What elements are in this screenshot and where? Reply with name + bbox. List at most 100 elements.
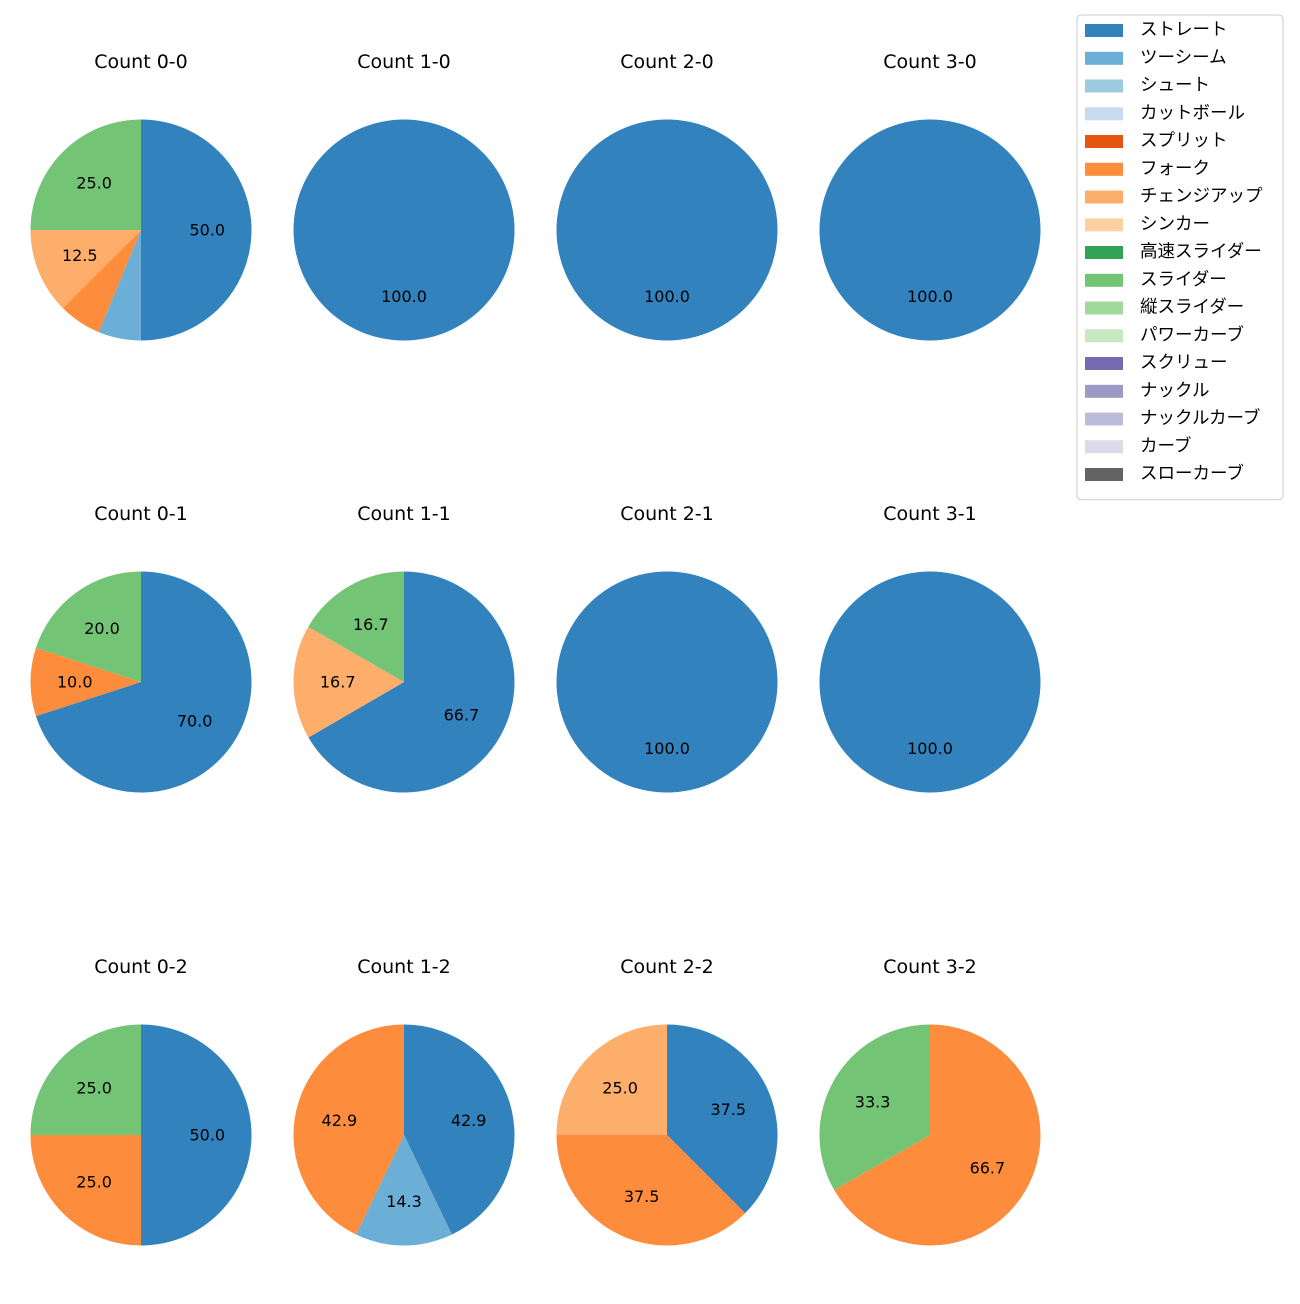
legend-entry: スクリュー [1085, 353, 1228, 373]
slice-value-label: 33.3 [855, 1092, 891, 1111]
slice-value-label: 25.0 [76, 1172, 112, 1191]
slice-value-label: 100.0 [644, 739, 690, 758]
legend-label: チェンジアップ [1140, 187, 1263, 207]
slice-value-label: 50.0 [189, 221, 225, 240]
legend-entry: スローカーブ [1085, 463, 1244, 484]
slice-type-5 [556, 1135, 746, 1246]
legend-entry: スライダー [1085, 270, 1227, 290]
legend-swatch [1085, 329, 1123, 343]
slice-value-label: 25.0 [76, 1079, 112, 1098]
slice-value-label: 37.5 [710, 1100, 746, 1119]
slice-type-9 [308, 571, 404, 682]
pie-title: Count 1-1 [357, 503, 451, 525]
slice-value-label: 66.7 [444, 706, 480, 725]
legend-swatch [1085, 301, 1123, 315]
pie-title: Count 0-1 [94, 503, 188, 525]
legend-entry: スプリット [1085, 131, 1228, 151]
slice-value-label: 10.0 [57, 673, 93, 692]
pie-title: Count 1-2 [357, 956, 451, 978]
legend-swatch [1085, 162, 1123, 176]
slice-type-0 [293, 119, 515, 341]
pie-count-3-0: Count 3-0 100.0 [819, 51, 1041, 341]
legend-swatch [1085, 51, 1123, 65]
pie-title: Count 3-2 [883, 956, 977, 978]
slice-type-6 [30, 230, 141, 309]
slice-value-label: 12.5 [62, 246, 98, 265]
slice-value-label: 14.3 [386, 1192, 422, 1211]
slice-type-0 [667, 1024, 778, 1214]
legend-label: ストレート [1140, 20, 1228, 40]
legend-label: ナックルカーブ [1140, 408, 1260, 429]
pie-count-1-1: Count 1-1 66.7 16.7 16.7 [293, 503, 515, 793]
slice-value-label: 20.0 [84, 619, 120, 638]
slice-type-5 [293, 1024, 404, 1235]
pie-title: Count 2-0 [620, 51, 714, 73]
legend-label: スライダー [1140, 270, 1227, 290]
slice-value-label: 42.9 [322, 1111, 358, 1130]
pie-count-3-1: Count 3-1 100.0 [819, 503, 1041, 793]
legend-swatch [1085, 384, 1123, 398]
legend-swatch [1085, 218, 1123, 232]
pie-count-2-0: Count 2-0 100.0 [556, 51, 778, 341]
slice-type-0 [556, 571, 778, 793]
slice-value-label: 25.0 [602, 1079, 638, 1098]
slice-type-5 [62, 230, 141, 333]
pie-count-2-1: Count 2-1 100.0 [556, 503, 778, 793]
slice-value-label: 100.0 [644, 287, 690, 306]
legend-swatch [1085, 440, 1123, 454]
pie-count-0-1: Count 0-1 70.0 10.0 20.0 [30, 503, 252, 793]
legend-label: スプリット [1140, 131, 1228, 151]
slice-value-label: 100.0 [907, 739, 953, 758]
legend-swatch [1085, 412, 1123, 426]
legend-entry: フォーク [1085, 159, 1210, 179]
legend-label: シンカー [1140, 214, 1210, 234]
legend-entry: パワーカーブ [1085, 324, 1244, 345]
slice-type-6 [293, 626, 404, 738]
slice-value-label: 25.0 [76, 174, 112, 193]
pie-title: Count 2-2 [620, 956, 714, 978]
slice-value-label: 50.0 [189, 1126, 225, 1145]
slice-type-5 [834, 1024, 1041, 1246]
slice-type-0 [404, 1024, 515, 1235]
legend-swatch [1085, 79, 1123, 93]
legend-label: カーブ [1140, 435, 1191, 456]
legend-label: ナックル [1140, 381, 1209, 401]
slice-value-label: 42.9 [451, 1111, 487, 1130]
pie-title: Count 0-0 [94, 51, 188, 73]
slice-type-9 [30, 119, 141, 230]
pie-count-0-2: Count 0-2 50.0 25.0 25.0 [30, 956, 252, 1246]
slice-value-label: 70.0 [177, 711, 213, 730]
pie-count-1-0: Count 1-0 100.0 [293, 51, 515, 341]
slice-type-9 [30, 1024, 141, 1135]
slice-type-6 [556, 1024, 667, 1135]
slice-type-0 [819, 571, 1041, 793]
legend-swatch [1085, 135, 1123, 148]
legend-entry: チェンジアップ [1085, 187, 1263, 207]
pie-title: Count 0-2 [94, 956, 188, 978]
slice-value-label: 100.0 [907, 287, 953, 306]
legend-label: フォーク [1140, 159, 1210, 179]
slice-value-label: 16.7 [320, 673, 356, 692]
pie-count-3-2: Count 3-2 66.7 33.3 [819, 956, 1041, 1246]
slice-type-5 [30, 1135, 141, 1246]
slice-type-5 [30, 647, 141, 717]
legend-label: カットボール [1140, 103, 1245, 123]
slice-type-0 [35, 571, 252, 793]
legend-label: 高速スライダー [1140, 242, 1262, 262]
legend-entry: 縦スライダー [1085, 298, 1244, 318]
pie-title: Count 1-0 [357, 51, 451, 73]
slice-type-9 [35, 571, 141, 682]
pie-count-2-2: Count 2-2 37.5 37.5 25.0 [556, 956, 778, 1246]
slice-type-0 [308, 571, 515, 793]
slice-type-0 [141, 119, 252, 341]
pie-title: Count 2-1 [620, 503, 714, 525]
legend-entry: 高速スライダー [1085, 242, 1262, 262]
slice-type-1 [356, 1135, 452, 1246]
slice-value-label: 16.7 [353, 615, 389, 634]
pie-count-0-0: Count 0-0 50.0 12.5 25.0 [30, 51, 252, 341]
legend-label: パワーカーブ [1140, 324, 1244, 345]
legend-swatch [1085, 190, 1123, 204]
pie-count-1-2: Count 1-2 42.9 14.3 42.9 [293, 956, 515, 1246]
legend-frame [1076, 14, 1284, 501]
